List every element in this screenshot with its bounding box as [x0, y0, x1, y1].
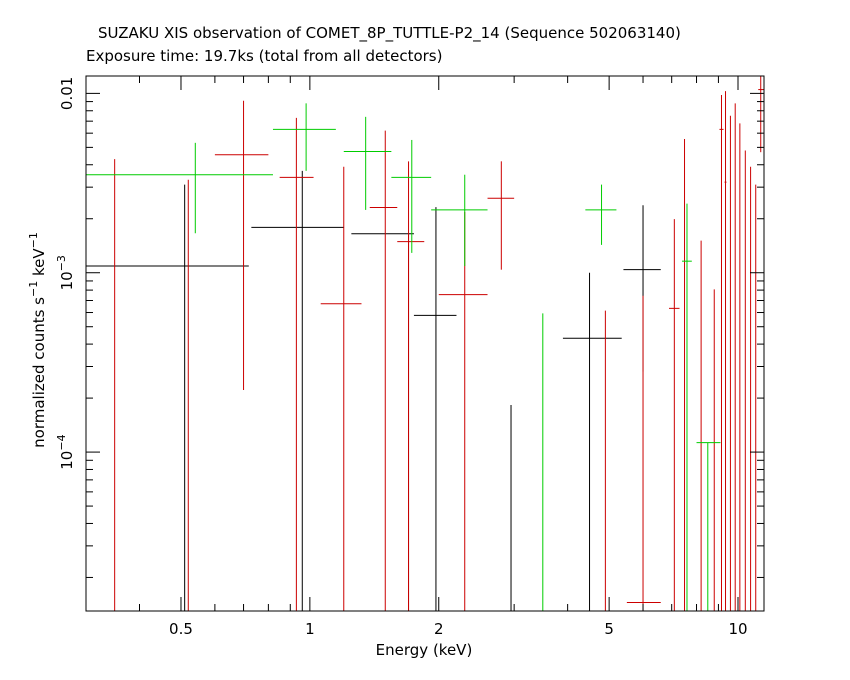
- data-point: [669, 219, 680, 611]
- chart-title: SUZAKU XIS observation of COMET_8P_TUTTL…: [98, 24, 681, 43]
- data-point: [431, 174, 488, 267]
- data-point: [719, 94, 724, 611]
- data-point: [724, 91, 727, 611]
- x-tick-label: 10: [728, 620, 747, 638]
- data-point: [351, 233, 414, 611]
- data-point: [343, 116, 392, 210]
- data-point: [585, 184, 617, 245]
- y-tick-base: 10: [58, 451, 76, 470]
- data-point: [369, 130, 398, 611]
- y-tick-exp: −3: [55, 255, 68, 271]
- x-axis-label: Energy (keV): [376, 641, 473, 659]
- y-tick-exp: −4: [55, 434, 68, 450]
- y-tick-label: 10−3: [55, 255, 76, 290]
- y-axis-label-sup2: −1: [27, 232, 40, 248]
- data-point: [623, 205, 661, 372]
- data-point: [214, 100, 269, 390]
- plot-frame: [85, 75, 765, 612]
- data-point: [413, 207, 457, 611]
- x-tick-label: 5: [604, 620, 614, 638]
- data-point: [85, 265, 249, 611]
- y-axis-label-mid: keV: [30, 248, 48, 281]
- data-point: [397, 161, 425, 611]
- x-tick-label: 0.5: [169, 620, 193, 638]
- y-tick-base: 10: [58, 271, 76, 290]
- data-point: [562, 272, 622, 611]
- y-axis-label-base: normalized counts s: [30, 297, 48, 448]
- y-axis-label: normalized counts s−1 keV−1: [27, 232, 48, 448]
- data-point: [320, 166, 362, 611]
- y-tick-label: 0.01: [58, 77, 76, 110]
- data-point: [758, 76, 764, 153]
- data-point: [272, 103, 336, 171]
- y-tick-label: 10−4: [55, 434, 76, 469]
- data-layer: [85, 76, 764, 611]
- data-point: [487, 161, 515, 270]
- data-point: [696, 442, 721, 611]
- chart-subtitle: Exposure time: 19.7ks (total from all de…: [86, 47, 442, 65]
- data-point: [86, 142, 273, 234]
- data-point: [251, 170, 344, 611]
- x-tick-label: 2: [434, 620, 444, 638]
- y-axis-label-sup1: −1: [27, 281, 40, 297]
- data-point: [279, 117, 314, 611]
- data-point: [626, 295, 661, 611]
- data-point: [682, 203, 692, 611]
- x-tick-label: 1: [305, 620, 315, 638]
- data-point: [438, 212, 488, 611]
- data-point: [391, 139, 432, 253]
